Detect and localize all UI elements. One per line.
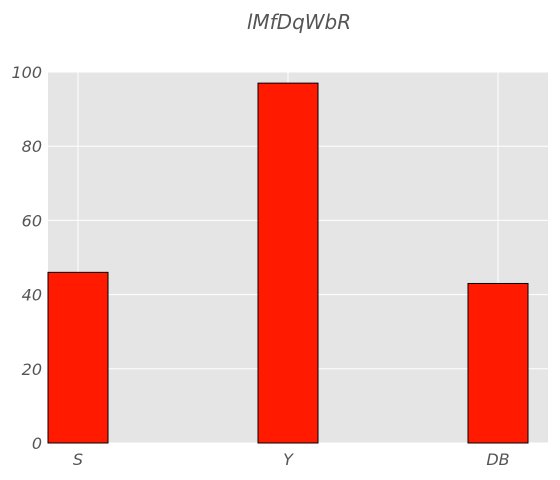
y-tick-label: 80 <box>22 137 42 156</box>
y-tick-label: 100 <box>11 63 42 82</box>
y-tick-label: 60 <box>22 211 42 230</box>
x-tick-label: S <box>73 450 83 469</box>
chart-title: lMfDqWbR <box>247 10 351 34</box>
y-tick-label: 40 <box>22 286 42 305</box>
y-tick-label: 0 <box>32 434 42 453</box>
bar-y <box>257 82 319 444</box>
bar-db <box>467 282 529 444</box>
y-axis-ticks: 0 20 40 60 80 100 <box>11 63 42 453</box>
bar-s <box>47 271 109 444</box>
x-tick-label: DB <box>486 450 509 469</box>
x-axis-ticks: S Y DB <box>73 450 510 469</box>
bars <box>47 82 529 444</box>
y-tick-label: 20 <box>22 360 42 379</box>
x-tick-label: Y <box>283 450 294 469</box>
